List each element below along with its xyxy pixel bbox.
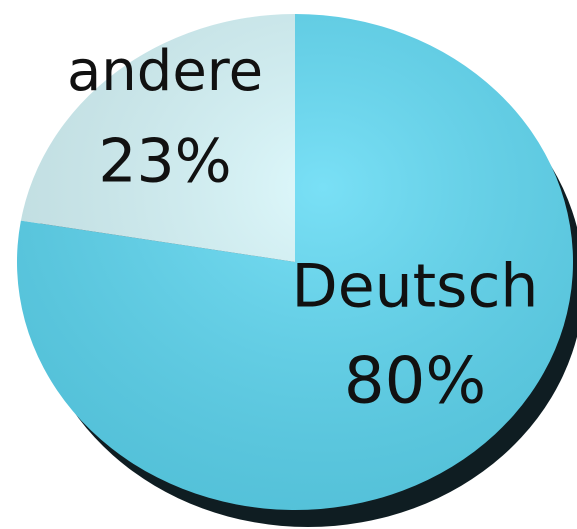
- slice-value: 23%: [98, 127, 231, 197]
- slice-name: andere: [67, 39, 263, 104]
- slice-name: Deutsch: [292, 252, 539, 322]
- labels: Deutsch 80% andere 23%: [67, 39, 539, 418]
- slice-value: 80%: [344, 345, 486, 419]
